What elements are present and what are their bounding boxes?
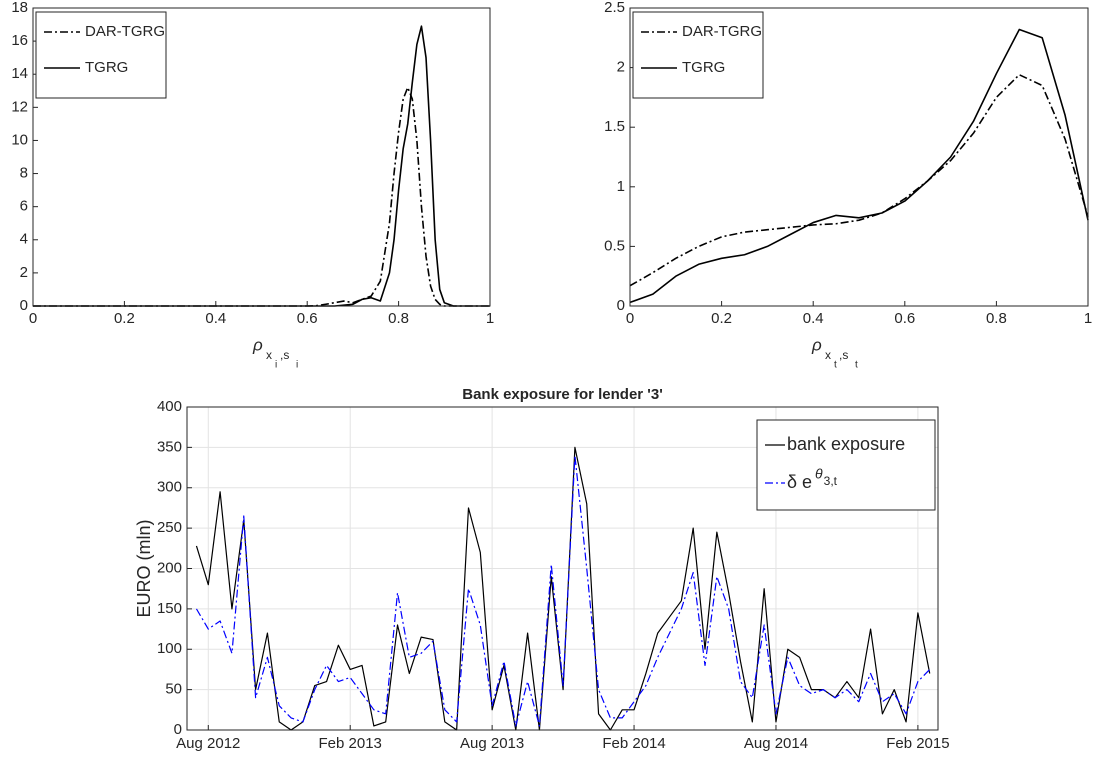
- x-axis-label: x: [825, 348, 831, 362]
- legend: DAR-TGRG TGRG: [632, 11, 764, 99]
- x-axis-label: t: [855, 360, 858, 371]
- legend-label-superscript: θ: [815, 466, 823, 482]
- axes: 0 50 100 150 200 250 300 350 400 Aug 2012 Feb 2013…: [134, 386, 950, 752]
- y-tick-label: 14: [11, 65, 28, 82]
- x-tick-label: 0.4: [803, 310, 824, 327]
- y-tick-label: 2: [617, 59, 625, 76]
- x-tick-label: 0: [29, 310, 37, 327]
- axes-frame: [629, 7, 1089, 307]
- y-tick-label: 1.5: [604, 118, 625, 135]
- y-tick-label: 300: [157, 479, 182, 496]
- x-tick-label: 0.2: [711, 310, 732, 327]
- x-tick-label: 1: [486, 310, 494, 327]
- x-tick-label: 0.6: [297, 310, 318, 327]
- y-tick-label: 8: [20, 165, 28, 182]
- legend-box: [756, 419, 936, 511]
- legend-label: TGRG: [85, 59, 128, 76]
- x-tick-label: Feb 2015: [886, 735, 949, 752]
- y-tick-label: 400: [157, 398, 182, 415]
- y-axis-label: EURO (mln): [134, 520, 154, 618]
- legend-label-subscript: 3,t: [824, 474, 838, 488]
- x-axis-label: i: [296, 360, 298, 371]
- y-tick-label: 250: [157, 519, 182, 536]
- x-tick-label: 0.6: [894, 310, 915, 327]
- series-line: [629, 28, 1089, 304]
- series-line: [33, 86, 490, 307]
- x-tick-label: Aug 2014: [744, 735, 808, 752]
- x-axis-label: t: [834, 360, 837, 371]
- x-axis-label: ,s: [280, 348, 289, 362]
- y-tick-label: 150: [157, 600, 182, 617]
- x-tick-label: Feb 2014: [602, 735, 665, 752]
- y-tick-label: 1: [617, 178, 625, 195]
- x-tick-label: 1: [1084, 310, 1092, 327]
- x-tick-label: Feb 2013: [319, 735, 382, 752]
- axes: 00.511.522.50 0.2 0.4 0.6 0.8 1ρxt,stDAR-TGRG…: [604, 0, 1092, 371]
- x-tick-label: Aug 2012: [176, 735, 240, 752]
- legend-label: TGRG: [682, 59, 725, 76]
- x-tick-label: 0.8: [388, 310, 409, 327]
- legend-box: [35, 11, 167, 99]
- y-tick-label: 12: [11, 98, 28, 115]
- y-tick-label: 2.5: [604, 0, 625, 16]
- x-tick-label: 0.8: [986, 310, 1007, 327]
- legend-label: bank exposure: [787, 434, 905, 454]
- x-axis-label: ρ: [811, 335, 822, 354]
- x-axis-label: ρ: [252, 335, 263, 354]
- x-axis-label: i: [275, 360, 277, 371]
- x-tick-label: 0.2: [114, 310, 135, 327]
- y-tick-label: 0.5: [604, 237, 625, 254]
- legend: DAR-TGRG TGRG: [35, 11, 167, 99]
- chart-title: Bank exposure for lender '3': [462, 386, 663, 403]
- y-tick-label: 100: [157, 640, 182, 657]
- y-tick-label: 50: [165, 681, 182, 698]
- legend-label: δ e: [787, 472, 812, 492]
- legend-box: [632, 11, 764, 99]
- y-tick-label: 10: [11, 131, 28, 148]
- x-axis-label: x: [266, 348, 272, 362]
- y-tick-label: 16: [11, 32, 28, 49]
- y-tick-label: 2: [20, 264, 28, 281]
- x-tick-label: 0: [626, 310, 634, 327]
- x-tick-label: 0.4: [205, 310, 226, 327]
- legend-label: DAR-TGRG: [682, 23, 762, 40]
- y-tick-label: 350: [157, 438, 182, 455]
- series-line: [195, 446, 931, 731]
- y-tick-label: 4: [20, 231, 28, 248]
- x-axis-label: ,s: [839, 348, 848, 362]
- axes-frame: [32, 7, 491, 307]
- y-tick-label: 0: [20, 297, 28, 314]
- y-tick-label: 200: [157, 559, 182, 576]
- legend-label: DAR-TGRG: [85, 23, 165, 40]
- legend: bank exposure δ e θ 3,t: [756, 419, 936, 511]
- y-tick-label: 6: [20, 198, 28, 215]
- y-tick-label: 18: [11, 0, 28, 16]
- y-tick-label: 0: [174, 721, 182, 738]
- y-tick-label: 0: [617, 297, 625, 314]
- axes-frame: [186, 406, 939, 731]
- series-line: [195, 454, 931, 727]
- x-tick-label: Aug 2013: [460, 735, 524, 752]
- series-line: [629, 73, 1089, 287]
